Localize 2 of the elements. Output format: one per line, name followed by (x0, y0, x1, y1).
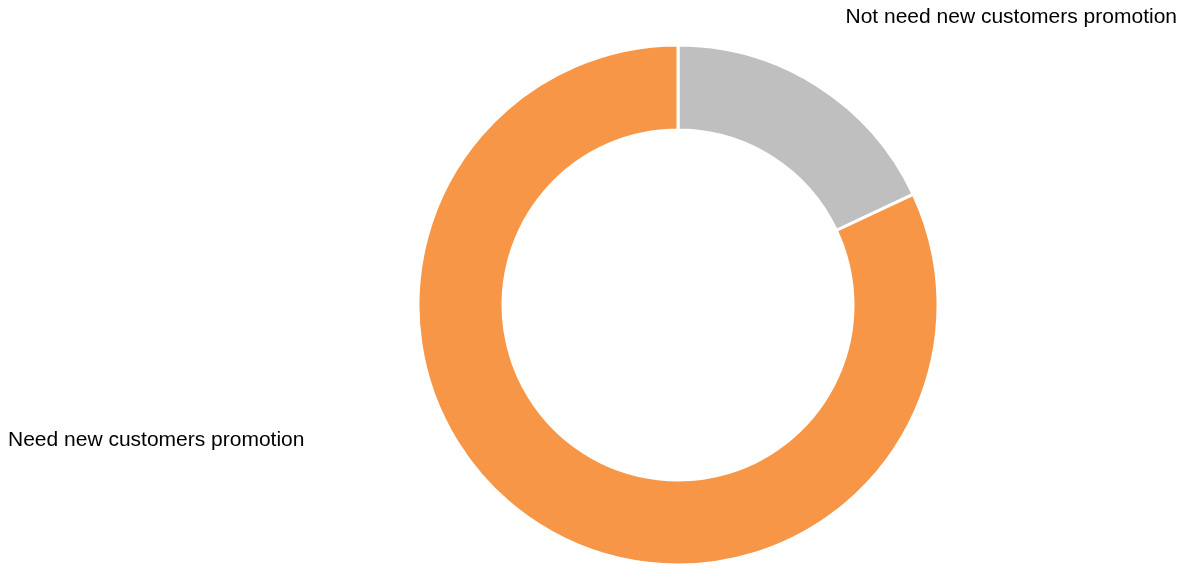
slice-label: Not need new customers promotion (845, 4, 1177, 27)
slice-label: Need new customers promotion (8, 427, 305, 450)
